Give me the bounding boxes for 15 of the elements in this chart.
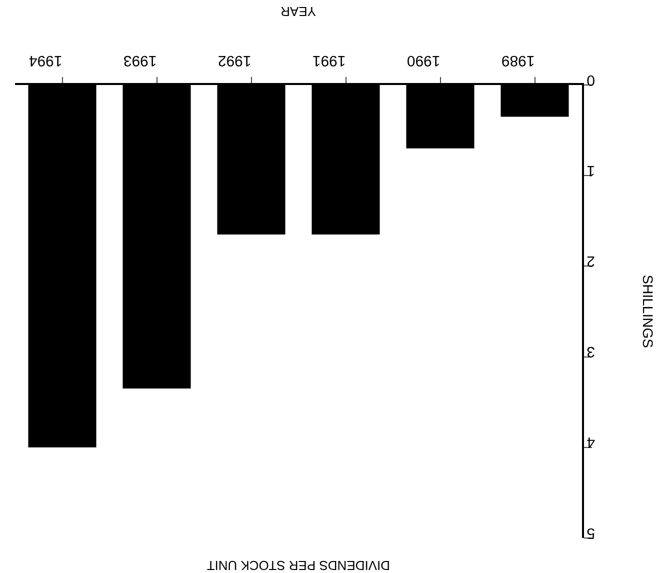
y-tick-label: 0 [586,71,595,88]
y-tick-label: 2 [586,252,595,270]
y-tick-label: 3 [586,343,595,360]
x-tick-label: 1989 [501,52,535,69]
x-tick-label: 1992 [218,52,252,69]
x-tick-label: 1994 [28,52,62,69]
text: DIVIDENDS PER STOCK UNIT [206,558,390,573]
x-tick-label: 1990 [406,52,440,69]
y-tick-label: 4 [586,434,595,451]
y-axis-title: SHILLINGS [640,274,656,348]
x-tick-label: 1993 [123,52,157,69]
y-tick-label: 5 [586,524,595,542]
y-tick-label: 1 [586,162,595,179]
x-axis-title: YEAR [280,4,316,20]
x-tick-label: 1991 [312,52,346,69]
